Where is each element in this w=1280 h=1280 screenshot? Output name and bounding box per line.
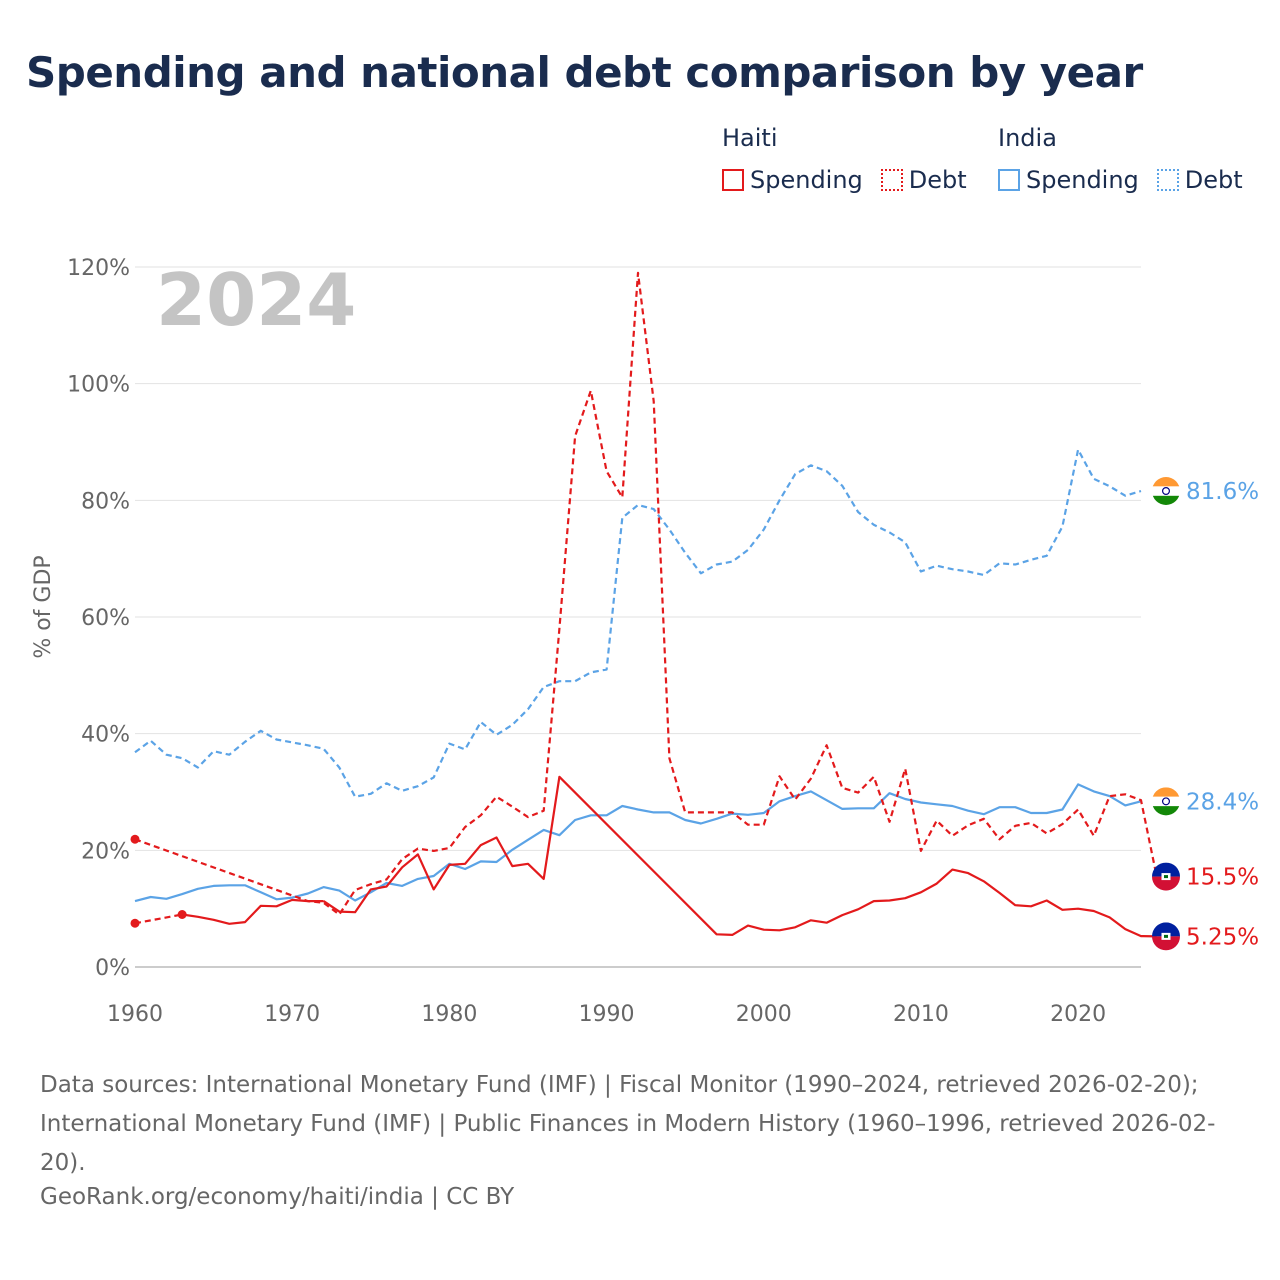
- legend-india-spending[interactable]: Spending: [998, 166, 1139, 194]
- data-point-marker: [130, 834, 140, 844]
- legend-swatch-solid: [998, 169, 1020, 191]
- data-point-marker: [177, 910, 187, 919]
- legend-swatch-dotted: [1156, 169, 1179, 191]
- legend-label: Debt: [1184, 166, 1243, 194]
- india-flag-icon: [1152, 787, 1180, 816]
- series-line-haiti-debt: [134, 271, 1158, 916]
- legend-india-debt[interactable]: Debt: [1156, 166, 1243, 194]
- legend-label: Spending: [1026, 166, 1139, 194]
- y-tick-label: 100%: [67, 373, 130, 398]
- legend-group-label: India: [998, 124, 1057, 152]
- chart-title: Spending and national debt comparison by…: [26, 48, 1143, 97]
- haiti-flag-icon: [1152, 922, 1180, 951]
- series-line-india-spending: [134, 783, 1142, 903]
- x-tick-label: 1970: [264, 1002, 320, 1027]
- y-tick-label: 80%: [81, 489, 130, 514]
- legend-swatch-dotted: [880, 169, 903, 191]
- legend-label: Spending: [750, 166, 863, 194]
- end-value-label: 81.6%: [1186, 479, 1259, 505]
- x-tick-label: 2000: [736, 1002, 792, 1027]
- x-tick-label: 1960: [107, 1002, 163, 1027]
- data-sources: Data sources: International Monetary Fun…: [40, 1072, 1216, 1176]
- series-line-haiti-spending: [322, 775, 1157, 938]
- year-watermark: 2024: [156, 258, 356, 342]
- legend-group-haiti: Haiti Spending Debt: [722, 124, 967, 194]
- y-tick-label: 0%: [95, 956, 130, 981]
- legend-group-india: India Spending Debt: [998, 124, 1243, 194]
- data-point-marker: [130, 918, 140, 928]
- x-tick-label: 2010: [893, 1002, 949, 1027]
- legend-label: Debt: [908, 166, 967, 194]
- line-chart: 2024 0% 20% 40% 60% 80% 100% 120% 1960 1970 1980 19…: [31, 256, 1259, 1027]
- x-tick-label: 1990: [579, 1002, 635, 1027]
- y-tick-label: 120%: [67, 256, 130, 281]
- india-flag-icon: [1152, 477, 1180, 505]
- end-value-label: 15.5%: [1186, 865, 1259, 891]
- legend-group-label: Haiti: [722, 124, 778, 152]
- end-value-label: 28.4%: [1186, 789, 1259, 815]
- x-tick-label: 1980: [421, 1002, 477, 1027]
- series-line-india-debt: [134, 448, 1142, 798]
- y-tick-label: 60%: [81, 606, 130, 631]
- series-line-haiti-spending-earliest: [134, 913, 183, 925]
- credit-link[interactable]: GeoRank.org/economy/haiti/india | CC BY: [40, 1184, 515, 1210]
- legend-swatch-solid: [722, 169, 744, 191]
- y-axis-label: % of GDP: [31, 555, 56, 658]
- y-tick-label: 20%: [81, 839, 130, 864]
- y-tick-label: 40%: [81, 723, 130, 748]
- end-value-label: 5.25%: [1186, 924, 1259, 950]
- haiti-flag-icon: [1152, 862, 1180, 891]
- x-tick-label: 2020: [1050, 1002, 1106, 1027]
- legend-haiti-spending[interactable]: Spending: [722, 166, 863, 194]
- legend-haiti-debt[interactable]: Debt: [880, 166, 967, 194]
- series-line-haiti-spending-early: [182, 898, 324, 925]
